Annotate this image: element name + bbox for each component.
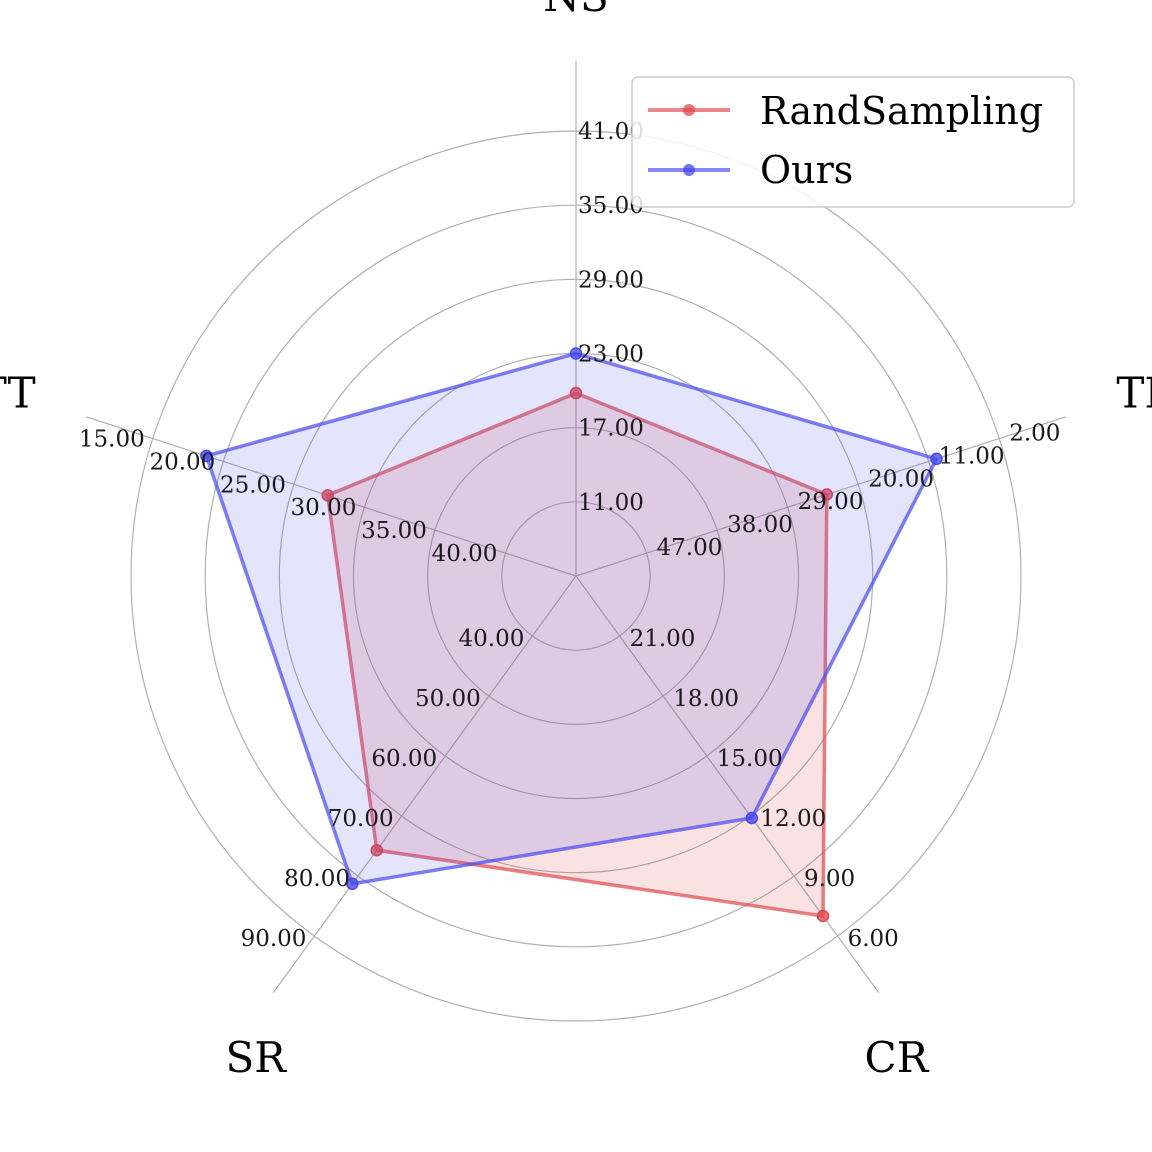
tick-label-tr-2: 38.00 — [727, 512, 793, 538]
tick-label-sr-2: 50.00 — [415, 686, 481, 712]
tick-label-sr-3: 60.00 — [371, 746, 437, 772]
axis-label-layer: NS TR CR SR ATT — [0, 0, 1152, 1082]
axis-label-tr: TR — [1116, 369, 1152, 418]
tick-label-cr-6: 6.00 — [848, 926, 899, 952]
tick-label-ns-4: 29.00 — [578, 267, 644, 293]
tick-label-tr-5: 11.00 — [939, 443, 1005, 469]
tick-label-cr-1: 21.00 — [630, 626, 696, 652]
data-point-randsampling-ns — [569, 386, 583, 400]
axis-label-sr: SR — [225, 1033, 287, 1082]
tick-layer: 11.0017.0023.0029.0035.0041.0047.0038.00… — [79, 119, 1061, 952]
series-layer — [200, 347, 943, 923]
tick-label-sr-5: 80.00 — [284, 866, 350, 892]
tick-label-cr-4: 12.00 — [760, 806, 826, 832]
data-point-ours-att — [200, 449, 213, 463]
axis-label-att: ATT — [0, 369, 36, 418]
tick-label-cr-3: 15.00 — [717, 746, 783, 772]
tick-label-tr-3: 29.00 — [798, 489, 864, 515]
legend-frame — [631, 76, 1075, 208]
tick-label-sr-4: 70.00 — [328, 806, 394, 832]
tick-label-cr-5: 9.00 — [804, 866, 855, 892]
tick-label-tr-6: 2.00 — [1009, 420, 1060, 446]
tick-label-tr-4: 20.00 — [868, 466, 934, 492]
tick-label-att-6: 15.00 — [79, 426, 145, 452]
series-line-randsampling — [325, 391, 829, 918]
tick-label-ns-3: 23.00 — [578, 342, 644, 368]
spoke-sr — [272, 575, 577, 993]
data-point-randsampling-tr — [820, 488, 834, 501]
series-line-ours — [204, 351, 939, 886]
legend-entry-ours: Ours — [760, 148, 853, 192]
tick-label-ns-1: 11.00 — [578, 490, 644, 516]
tick-label-tr-1: 47.00 — [657, 535, 723, 561]
tick-label-att-3: 30.00 — [291, 495, 357, 521]
tick-label-sr-6: 90.00 — [241, 926, 307, 952]
legend: RandSampling Ours — [631, 76, 1075, 208]
axis-label-ns: NS — [543, 0, 609, 21]
data-point-randsampling-sr — [370, 843, 384, 857]
spoke-cr — [575, 575, 880, 993]
legend-marker-randsampling — [683, 104, 695, 116]
data-point-ours-ns — [569, 347, 583, 360]
tick-label-sr-1: 40.00 — [459, 626, 525, 652]
data-point-ours-sr — [346, 877, 359, 891]
data-point-ours-cr — [745, 811, 759, 825]
data-point-randsampling-att — [321, 489, 334, 502]
tick-label-att-1: 40.00 — [432, 541, 498, 567]
axis-label-cr: CR — [864, 1033, 929, 1082]
legend-entry-randsampling: RandSampling — [760, 89, 1043, 133]
tick-label-att-5: 20.00 — [149, 449, 215, 475]
tick-label-cr-2: 18.00 — [673, 686, 739, 712]
data-point-randsampling-cr — [816, 909, 830, 923]
series-area-randsampling — [327, 393, 827, 917]
tick-label-ns-2: 17.00 — [578, 416, 644, 442]
tick-label-att-4: 25.00 — [220, 472, 286, 498]
tick-label-att-2: 35.00 — [361, 518, 427, 544]
series-area-ours — [206, 353, 937, 884]
legend-marker-ours — [683, 164, 695, 176]
data-point-ours-tr — [930, 452, 943, 466]
